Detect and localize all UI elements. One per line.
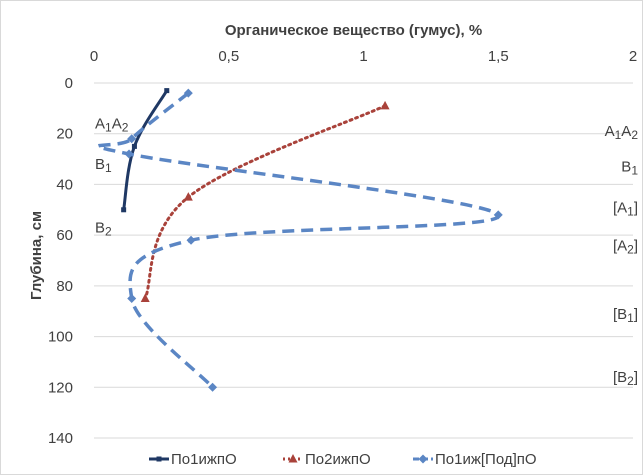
legend-marker bbox=[156, 456, 162, 462]
horizon-labels-left: A1A2 B1 B2 bbox=[95, 116, 129, 239]
series-line bbox=[143, 104, 387, 301]
y-tick-label: 80 bbox=[56, 278, 73, 295]
legend-item: По2ижпО bbox=[283, 451, 371, 468]
series-2 bbox=[140, 100, 390, 303]
horizon-labels-right: A1A2 B1 [A1] [A2] [B1] [B2] bbox=[605, 123, 639, 388]
legend-item: По1ижпО bbox=[149, 451, 237, 468]
series-3 bbox=[96, 88, 503, 392]
y-tick-label: 100 bbox=[48, 329, 73, 346]
horizon-label-left: B1 bbox=[95, 156, 112, 175]
y-axis-title: Глубина, см bbox=[28, 211, 45, 300]
y-tick-label: 40 bbox=[56, 176, 73, 193]
horizon-label-right: [A1] bbox=[613, 199, 638, 218]
legend-item: По1иж[Под]пО bbox=[413, 451, 537, 468]
data-point bbox=[164, 88, 170, 94]
y-tick-labels: 0 20 40 60 80 100 120 140 bbox=[48, 75, 73, 447]
y-tick-label: 60 bbox=[56, 227, 73, 244]
legend: По1ижпО По2ижпО По1иж[Под]пО bbox=[149, 451, 537, 468]
data-point bbox=[127, 134, 137, 144]
series-1 bbox=[121, 88, 170, 213]
horizon-label-left: B2 bbox=[95, 220, 112, 239]
x-tick-label: 0,5 bbox=[218, 48, 239, 65]
legend-label: По2ижпО bbox=[305, 451, 371, 468]
horizon-label-right: [B1] bbox=[613, 306, 638, 325]
grid-layer bbox=[94, 82, 633, 439]
data-point bbox=[127, 294, 137, 304]
x-tick-label: 1 bbox=[359, 48, 367, 65]
y-tick-label: 120 bbox=[48, 379, 73, 396]
legend-marker bbox=[418, 454, 428, 464]
x-tick-label: 1,5 bbox=[488, 48, 509, 65]
legend-label: По1ижпО bbox=[171, 451, 237, 468]
data-point bbox=[183, 192, 193, 201]
horizon-label-right: [B2] bbox=[613, 369, 638, 388]
x-tick-label: 0 bbox=[90, 48, 98, 65]
x-axis-title: Органическое вещество (гумус), % bbox=[225, 22, 482, 39]
horizon-label-right: A1A2 bbox=[605, 123, 639, 142]
horizon-label-left: A1A2 bbox=[95, 116, 129, 135]
horizon-label-right: [A2] bbox=[613, 237, 638, 256]
legend-marker bbox=[288, 454, 298, 463]
y-tick-label: 140 bbox=[48, 430, 73, 447]
horizon-label-right: B1 bbox=[621, 159, 638, 178]
data-point bbox=[208, 382, 218, 392]
x-tick-labels: 0 0,5 1 1,5 2 bbox=[90, 48, 637, 65]
data-point bbox=[183, 88, 193, 98]
data-point bbox=[493, 210, 503, 220]
series-line bbox=[122, 89, 169, 211]
data-point bbox=[186, 235, 196, 245]
y-tick-label: 20 bbox=[56, 126, 73, 143]
data-point bbox=[380, 100, 390, 110]
data-point bbox=[124, 149, 134, 159]
x-tick-label: 2 bbox=[629, 48, 637, 65]
data-point bbox=[140, 293, 150, 303]
legend-label: По1иж[Под]пО bbox=[435, 451, 537, 468]
series-layer bbox=[96, 88, 503, 392]
data-point bbox=[121, 207, 127, 213]
data-point bbox=[131, 143, 137, 149]
y-tick-label: 0 bbox=[65, 75, 73, 92]
